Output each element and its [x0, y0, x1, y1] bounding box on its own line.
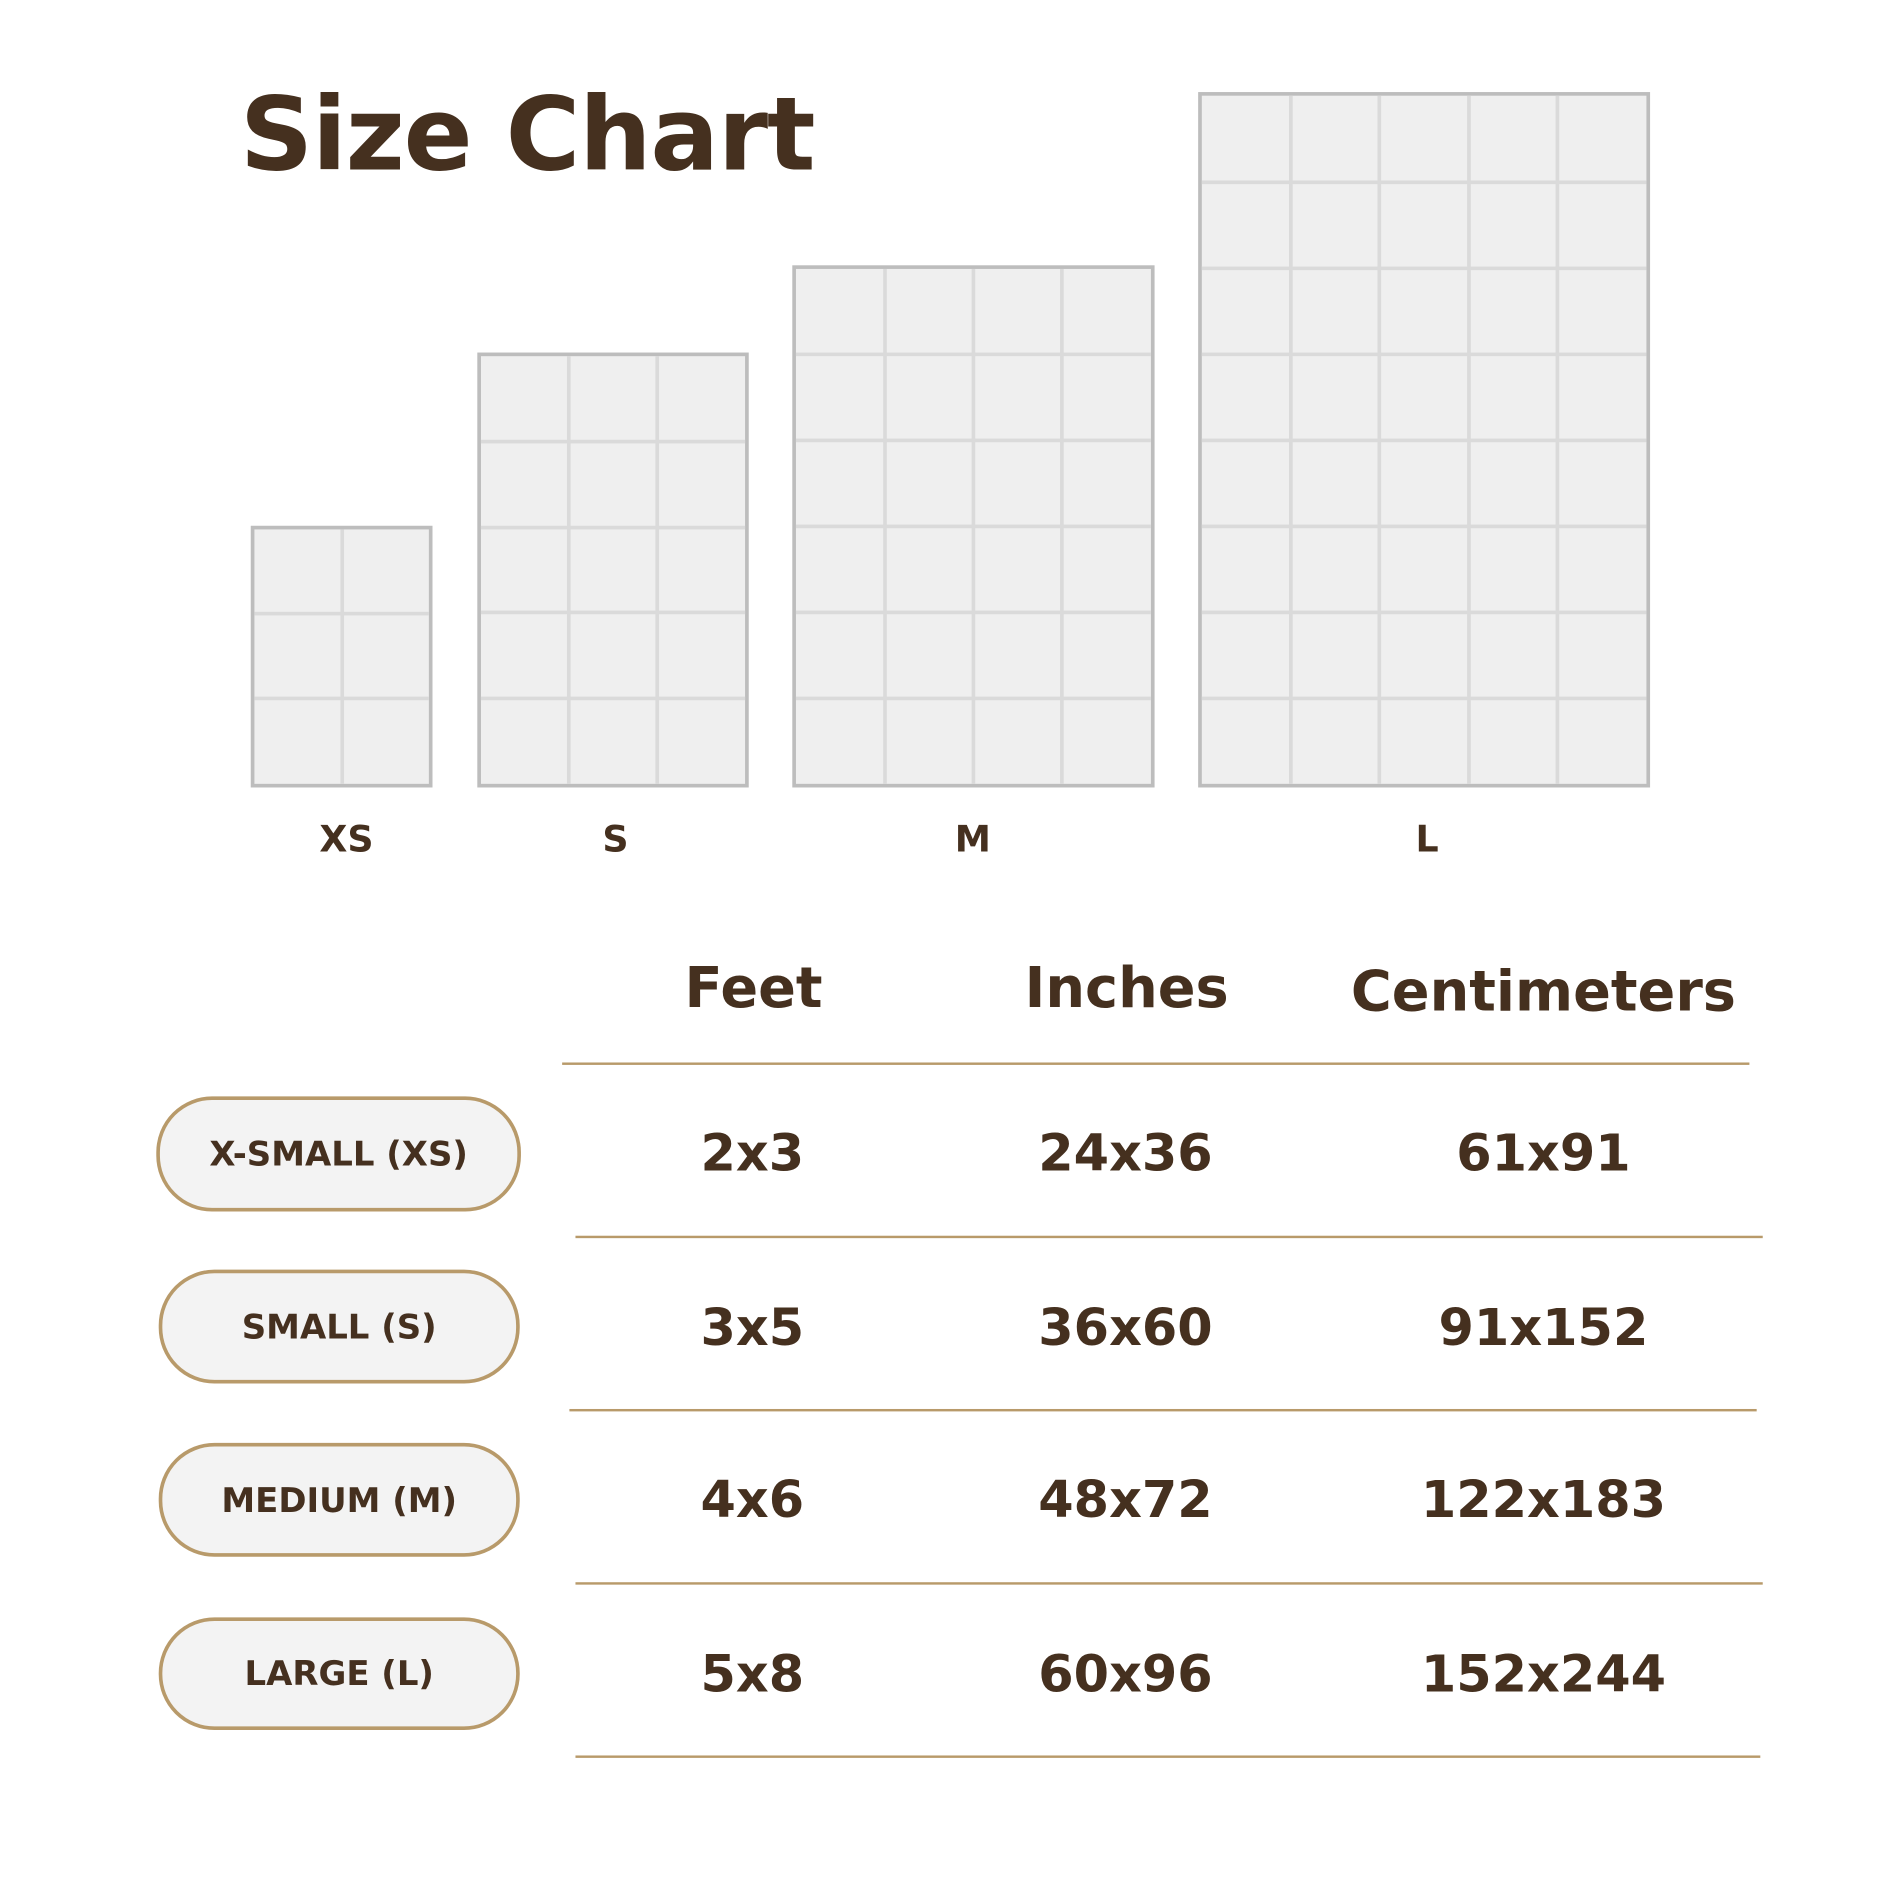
grid-line — [1201, 696, 1647, 700]
rug-label-l: L — [1415, 818, 1439, 862]
size-badge-xs: X-SMALL (XS) — [156, 1096, 521, 1212]
grid-line — [1201, 609, 1647, 614]
rug-diagram-l — [1198, 92, 1651, 788]
inches-m: 48x72 — [1038, 1469, 1213, 1529]
divider — [575, 1235, 1763, 1239]
size-badge-m: MEDIUM (M) — [158, 1442, 520, 1557]
grid-line — [795, 696, 1151, 700]
divider — [575, 1755, 1761, 1758]
divider — [575, 1582, 1763, 1585]
size-badge-s: SMALL (S) — [158, 1269, 520, 1384]
cm-l: 152x244 — [1420, 1644, 1667, 1704]
grid-line — [254, 697, 429, 701]
cm-m: 122x183 — [1420, 1469, 1667, 1529]
feet-m: 4x6 — [700, 1469, 805, 1529]
rug-diagram-m — [792, 265, 1155, 788]
divider — [562, 1062, 1750, 1065]
grid-line — [795, 524, 1151, 529]
grid-line — [1201, 437, 1647, 442]
grid-line — [795, 438, 1151, 443]
rug-label-s: S — [602, 818, 629, 862]
rug-label-m: M — [954, 818, 991, 862]
grid-line — [254, 612, 429, 617]
header-centimeters: Centimeters — [1350, 958, 1736, 1024]
grid-line — [1201, 351, 1647, 356]
grid-line — [1201, 265, 1647, 270]
rug-diagram-s — [477, 352, 749, 788]
header-inches: Inches — [1024, 954, 1229, 1021]
divider — [569, 1408, 1757, 1412]
grid-line — [655, 356, 659, 784]
grid-line — [795, 610, 1151, 615]
grid-line — [1201, 523, 1647, 528]
feet-s: 3x5 — [700, 1297, 805, 1357]
grid-line — [480, 610, 746, 615]
grid-line — [480, 696, 746, 701]
cm-xs: 61x91 — [1456, 1123, 1631, 1183]
grid-line — [795, 352, 1151, 357]
feet-xs: 2x3 — [700, 1123, 805, 1183]
inches-s: 36x60 — [1038, 1297, 1213, 1357]
grid-line — [480, 439, 746, 444]
rug-diagram-xs — [250, 525, 433, 788]
feet-l: 5x8 — [700, 1644, 805, 1704]
header-feet: Feet — [684, 954, 823, 1021]
grid-line — [480, 525, 746, 530]
inches-xs: 24x36 — [1038, 1123, 1213, 1183]
inches-l: 60x96 — [1038, 1644, 1213, 1704]
cm-s: 91x152 — [1438, 1297, 1649, 1357]
grid-line — [339, 529, 344, 784]
page-title: Size Chart — [239, 75, 816, 194]
rug-label-xs: XS — [319, 818, 374, 862]
size-badge-l: LARGE (L) — [158, 1617, 520, 1731]
grid-line — [1201, 179, 1647, 184]
grid-line — [567, 356, 571, 784]
